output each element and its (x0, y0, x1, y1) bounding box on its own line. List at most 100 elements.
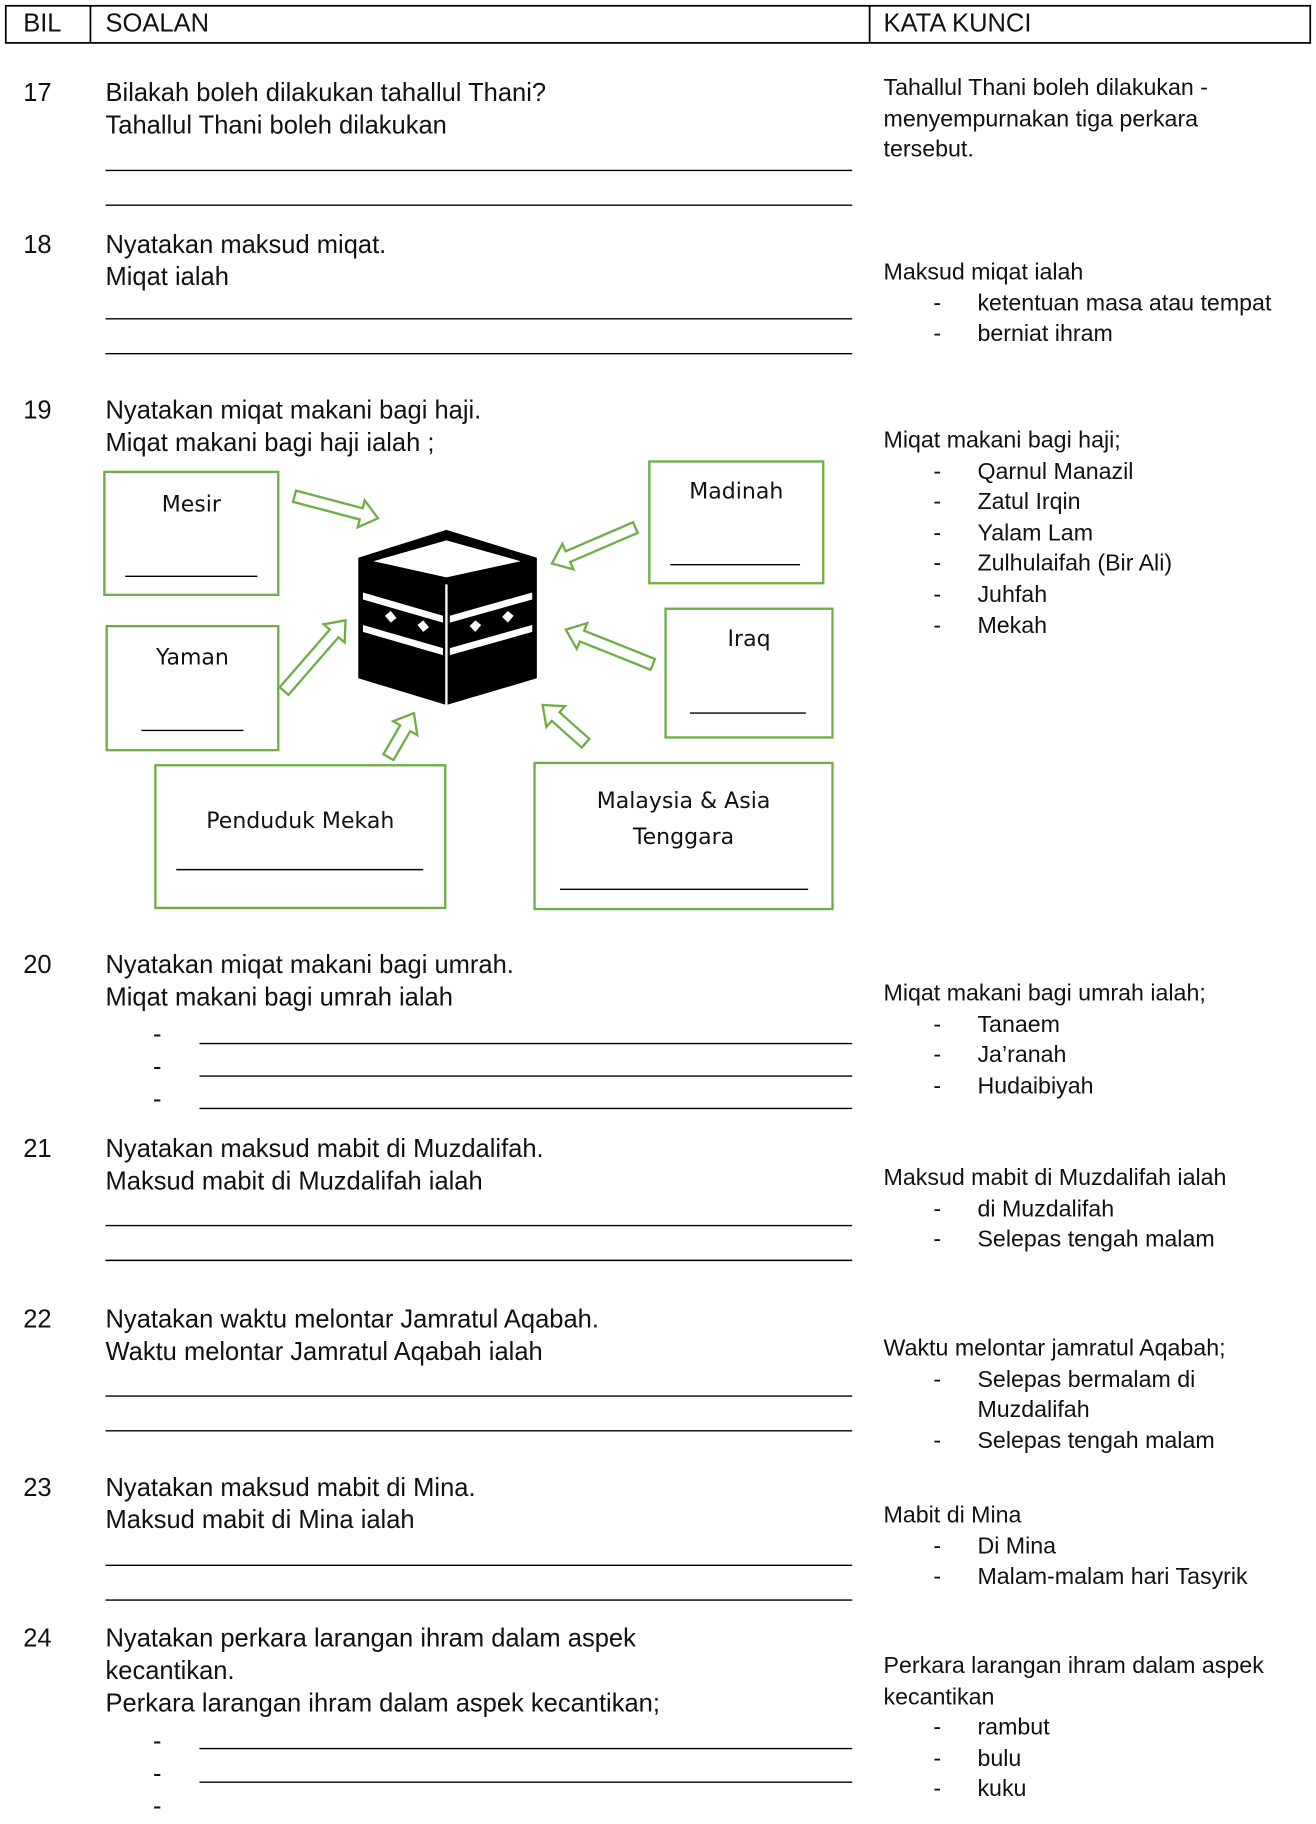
location-label: Yaman (156, 644, 229, 671)
question-text: Nyatakan miqat makani bagi umrah. (105, 949, 514, 979)
answer-list: Di MinaMalam-malam hari Tasyrik (884, 1531, 1291, 1593)
question-prompt: Miqat makani bagi umrah ialah (105, 982, 453, 1012)
question-prompt: Waktu melontar Jamratul Aqabah ialah (105, 1336, 543, 1366)
answer-block: Mabit di MinaDi MinaMalam-malam hari Tas… (884, 1500, 1290, 1593)
kaaba-top (373, 540, 521, 578)
answer-list: rambutbulukuku (884, 1713, 1291, 1806)
question-text: Bilakah boleh dilakukan tahallul Thani? (105, 77, 547, 107)
answer-item: berniat ihram (933, 319, 1290, 350)
answer-item: kuku (933, 1774, 1290, 1805)
kaaba-band (449, 592, 533, 623)
answer-block: Miqat makani bagi umrah ialah;TanaemJa’r… (884, 979, 1290, 1102)
location-label: Iraq (727, 626, 771, 652)
location-box (664, 607, 834, 739)
blank-dash (153, 1051, 161, 1083)
header-cell: KATA KUNCI (883, 8, 1032, 38)
answer-list: ketentuan masa atau tempatberniat ihram (884, 288, 1291, 350)
blank-dash (153, 1018, 161, 1050)
header-border (4, 4, 1312, 44)
answer-list: di MuzdalifahSelepas tengah malam (884, 1194, 1291, 1256)
answer-item: Selepas bermalam di Muzdalifah (933, 1364, 1290, 1426)
kaaba-band (449, 624, 533, 656)
question-text: Nyatakan miqat makani bagi haji. (105, 395, 482, 425)
answer-intro: Maksud mabit di Muzdalifah ialah (883, 1165, 1227, 1191)
answer-item: bulu (933, 1744, 1290, 1775)
location-label: Penduduk Mekah (206, 808, 395, 834)
answer-item: Selepas tengah malam (933, 1426, 1290, 1457)
answer-intro: Mabit di Mina (883, 1502, 1022, 1529)
question-text: Nyatakan waktu melontar Jamratul Aqabah. (105, 1304, 599, 1334)
question-block: Nyatakan waktu melontar Jamratul Aqabah.… (106, 1303, 860, 1368)
answer-item: Ja’ranah (933, 1040, 1290, 1071)
answer-item: Yalam Lam (933, 518, 1290, 549)
question-number: 19 (23, 395, 52, 425)
blank-dash (153, 1725, 161, 1757)
answer-intro: Miqat makani bagi haji; (883, 427, 1121, 454)
answer-block: Waktu melontar jamratul Aqabah;Selepas b… (883, 1333, 1291, 1457)
answer-block: Tahallul Thani boleh dilakukan - menyemp… (884, 73, 1290, 166)
answer-item: Zulhulaifah (Bir Ali) (933, 549, 1290, 580)
location-label: Malaysia & Asia Tenggara (596, 788, 771, 850)
question-number: 21 (23, 1133, 52, 1163)
blank-dash (153, 1083, 161, 1115)
blank-dash (153, 1758, 161, 1790)
answer-item: Juhfah (933, 580, 1290, 611)
question-block: Nyatakan maksud mabit di Muzdalifah. Maks… (106, 1133, 860, 1198)
question-prompt: Maksud mabit di Mina ialah (105, 1505, 415, 1535)
location-label: Mesir (161, 491, 221, 518)
blank-dash (153, 1790, 161, 1822)
question-text: Nyatakan maksud miqat. (105, 229, 387, 259)
question-block: Nyatakan miqat makani bagi umrah. Miqat m… (106, 948, 860, 1013)
answer-item: Qarnul Manazil (933, 456, 1290, 487)
answer-block: Perkara larangan ihram dalam aspek kecan… (884, 1651, 1290, 1805)
question-text: Nyatakan maksud mabit di Mina. (105, 1472, 476, 1502)
question-number: 17 (23, 77, 52, 107)
location-box (105, 624, 280, 752)
question-block: Nyatakan miqat makani bagi haji. Miqat ma… (106, 394, 860, 459)
kaaba-band (362, 592, 443, 623)
question-block: Bilakah boleh dilakukan tahallul Thani? T… (106, 77, 860, 142)
question-prompt: Perkara larangan ihram dalam aspek kecan… (105, 1688, 660, 1718)
answer-item: di Muzdalifah (933, 1194, 1290, 1225)
answer-item: Mekah (933, 611, 1290, 642)
arrow (278, 618, 347, 697)
header-cell: BIL (23, 8, 62, 38)
answer-intro: Perkara larangan ihram dalam aspek kecan… (883, 1653, 1264, 1710)
kaaba (358, 529, 537, 705)
location-box (533, 761, 834, 911)
answer-list: Selepas bermalam di MuzdalifahSelepas te… (884, 1364, 1291, 1457)
location-box (154, 764, 447, 910)
answer-item: Zatul Irqin (933, 487, 1290, 518)
kaaba-band (362, 624, 443, 656)
answer-item: Malam-malam hari Tasyrik (933, 1562, 1290, 1593)
answer-item: ketentuan masa atau tempat (933, 288, 1290, 319)
location-box (648, 460, 825, 585)
arrow (291, 489, 380, 530)
answer-intro: Waktu melontar jamratul Aqabah; (883, 1335, 1226, 1362)
question-number: 20 (23, 949, 52, 979)
question-text: Nyatakan maksud mabit di Muzdalifah. (105, 1133, 544, 1163)
question-prompt: Tahallul Thani boleh dilakukan (105, 110, 447, 140)
answer-item: rambut (933, 1713, 1290, 1744)
question-block: Nyatakan perkara larangan ihram dalam as… (106, 1622, 860, 1719)
arrow (550, 520, 640, 572)
answer-intro: Tahallul Thani boleh dilakukan - menyemp… (883, 75, 1208, 163)
answer-item: Hudaibiyah (933, 1071, 1290, 1102)
question-text: Nyatakan perkara larangan ihram dalam as… (105, 1623, 636, 1685)
question-prompt: Miqat ialah (105, 262, 229, 292)
question-number: 23 (23, 1472, 52, 1502)
answer-intro: Maksud miqat ialah (883, 259, 1084, 286)
answer-list: TanaemJa’ranahHudaibiyah (884, 1009, 1291, 1102)
question-block: Nyatakan maksud miqat. Miqat ialah (106, 228, 860, 293)
arrow (564, 621, 657, 672)
question-block: Nyatakan maksud mabit di Mina. Maksud mab… (106, 1471, 860, 1536)
answer-intro: Miqat makani bagi umrah ialah; (883, 980, 1206, 1007)
arrow (381, 711, 419, 762)
kaaba-ornament (502, 611, 514, 623)
question-number: 24 (23, 1623, 52, 1653)
question-number: 22 (23, 1304, 52, 1334)
answer-item: Tanaem (933, 1009, 1290, 1040)
kaaba-ornament (417, 620, 430, 632)
